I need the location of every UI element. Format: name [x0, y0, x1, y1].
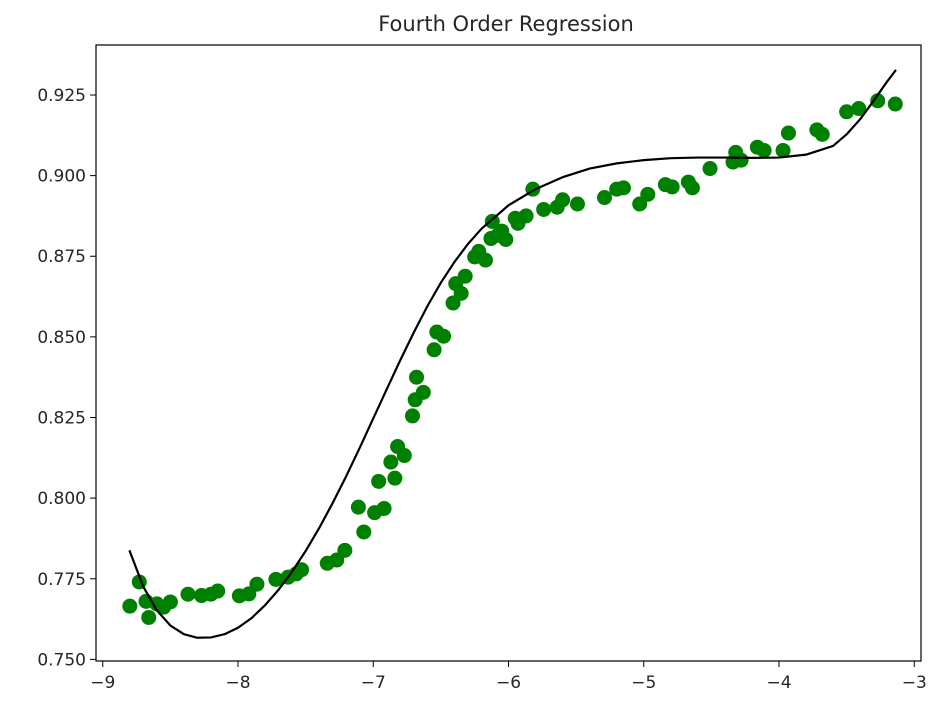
- scatter-point: [180, 586, 196, 602]
- x-tick-label: −6: [496, 673, 521, 693]
- scatter-point: [426, 342, 442, 358]
- scatter-point: [555, 192, 571, 208]
- scatter-point: [268, 571, 284, 587]
- scatter-point: [350, 499, 366, 515]
- y-tick-label: 0.925: [37, 86, 86, 106]
- x-tick-label: −8: [225, 673, 250, 693]
- scatter-point: [141, 609, 157, 625]
- scatter-point: [356, 524, 372, 540]
- scatter-point: [210, 583, 226, 599]
- scatter-point: [518, 208, 534, 224]
- scatter-point: [498, 231, 514, 247]
- scatter-point: [371, 473, 387, 489]
- scatter-point: [383, 454, 399, 470]
- scatter-point: [404, 408, 420, 424]
- scatter-point: [839, 104, 855, 120]
- x-tick-label: −3: [902, 673, 927, 693]
- scatter-point: [162, 594, 178, 610]
- scatter-point: [870, 93, 886, 109]
- y-tick-label: 0.825: [37, 409, 86, 429]
- scatter-point: [457, 268, 473, 284]
- y-tick-label: 0.875: [37, 247, 86, 267]
- regression-line: [128, 69, 897, 639]
- scatter-point: [415, 384, 431, 400]
- scatter-point: [775, 142, 791, 158]
- scatter-point: [409, 369, 425, 385]
- y-tick-label: 0.900: [37, 167, 86, 187]
- scatter-point: [569, 196, 585, 212]
- x-tick-label: −7: [361, 673, 386, 693]
- scatter-point: [702, 161, 718, 177]
- scatter-point: [733, 152, 749, 168]
- scatter-point: [615, 180, 631, 196]
- plot-area: [122, 69, 903, 639]
- scatter-point: [387, 470, 403, 486]
- x-tick-label: −5: [631, 673, 656, 693]
- scatter-point: [337, 542, 353, 558]
- scatter-point: [664, 179, 680, 195]
- scatter-point: [887, 96, 903, 112]
- scatter-point: [780, 125, 796, 141]
- scatter-point: [536, 201, 552, 217]
- scatter-point: [396, 448, 412, 464]
- y-tick-label: 0.775: [37, 570, 86, 590]
- scatter-point: [851, 101, 867, 117]
- axes-frame: [95, 44, 922, 662]
- scatter-point: [376, 500, 392, 516]
- scatter-point: [478, 252, 494, 268]
- scatter-point: [249, 576, 265, 592]
- x-axis: −9 −8 −7 −6 −5 −4 −3: [90, 661, 927, 693]
- scatter-point: [294, 562, 310, 578]
- scatter-point: [597, 190, 613, 206]
- scatter-point: [122, 598, 138, 614]
- x-tick-label: −9: [90, 673, 115, 693]
- scatter-point: [684, 180, 700, 196]
- x-tick-label: −4: [766, 673, 791, 693]
- scatter-point: [436, 328, 452, 344]
- y-tick-label: 0.850: [37, 328, 86, 348]
- scatter-point: [640, 186, 656, 202]
- chart-title: Fourth Order Regression: [378, 12, 634, 36]
- y-tick-label: 0.800: [37, 489, 86, 509]
- scatter-point: [756, 142, 772, 158]
- scatter-point: [484, 213, 500, 229]
- y-axis: 0.750 0.775 0.800 0.825 0.850 0.875 0.900 0.925: [37, 86, 96, 670]
- scatter-point: [453, 285, 469, 301]
- y-tick-label: 0.750: [37, 650, 86, 670]
- scatter-point: [814, 126, 830, 142]
